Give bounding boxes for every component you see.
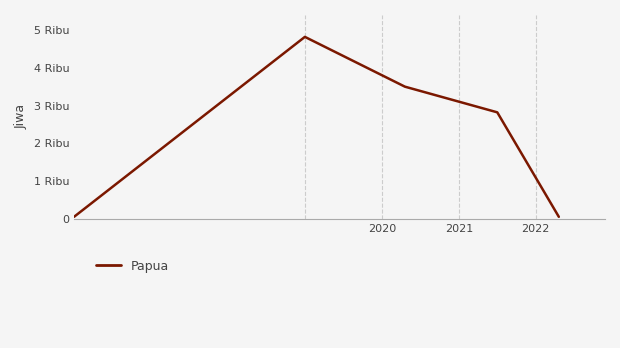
Y-axis label: Jiwa: Jiwa (15, 104, 28, 129)
Papua (70, 215, 78, 219)
Line: Papua: Papua (74, 37, 559, 217)
Legend: Papua: Papua (91, 255, 174, 278)
Papua (401, 85, 409, 89)
Papua (301, 35, 309, 39)
Papua (494, 110, 501, 114)
Papua (555, 215, 562, 219)
